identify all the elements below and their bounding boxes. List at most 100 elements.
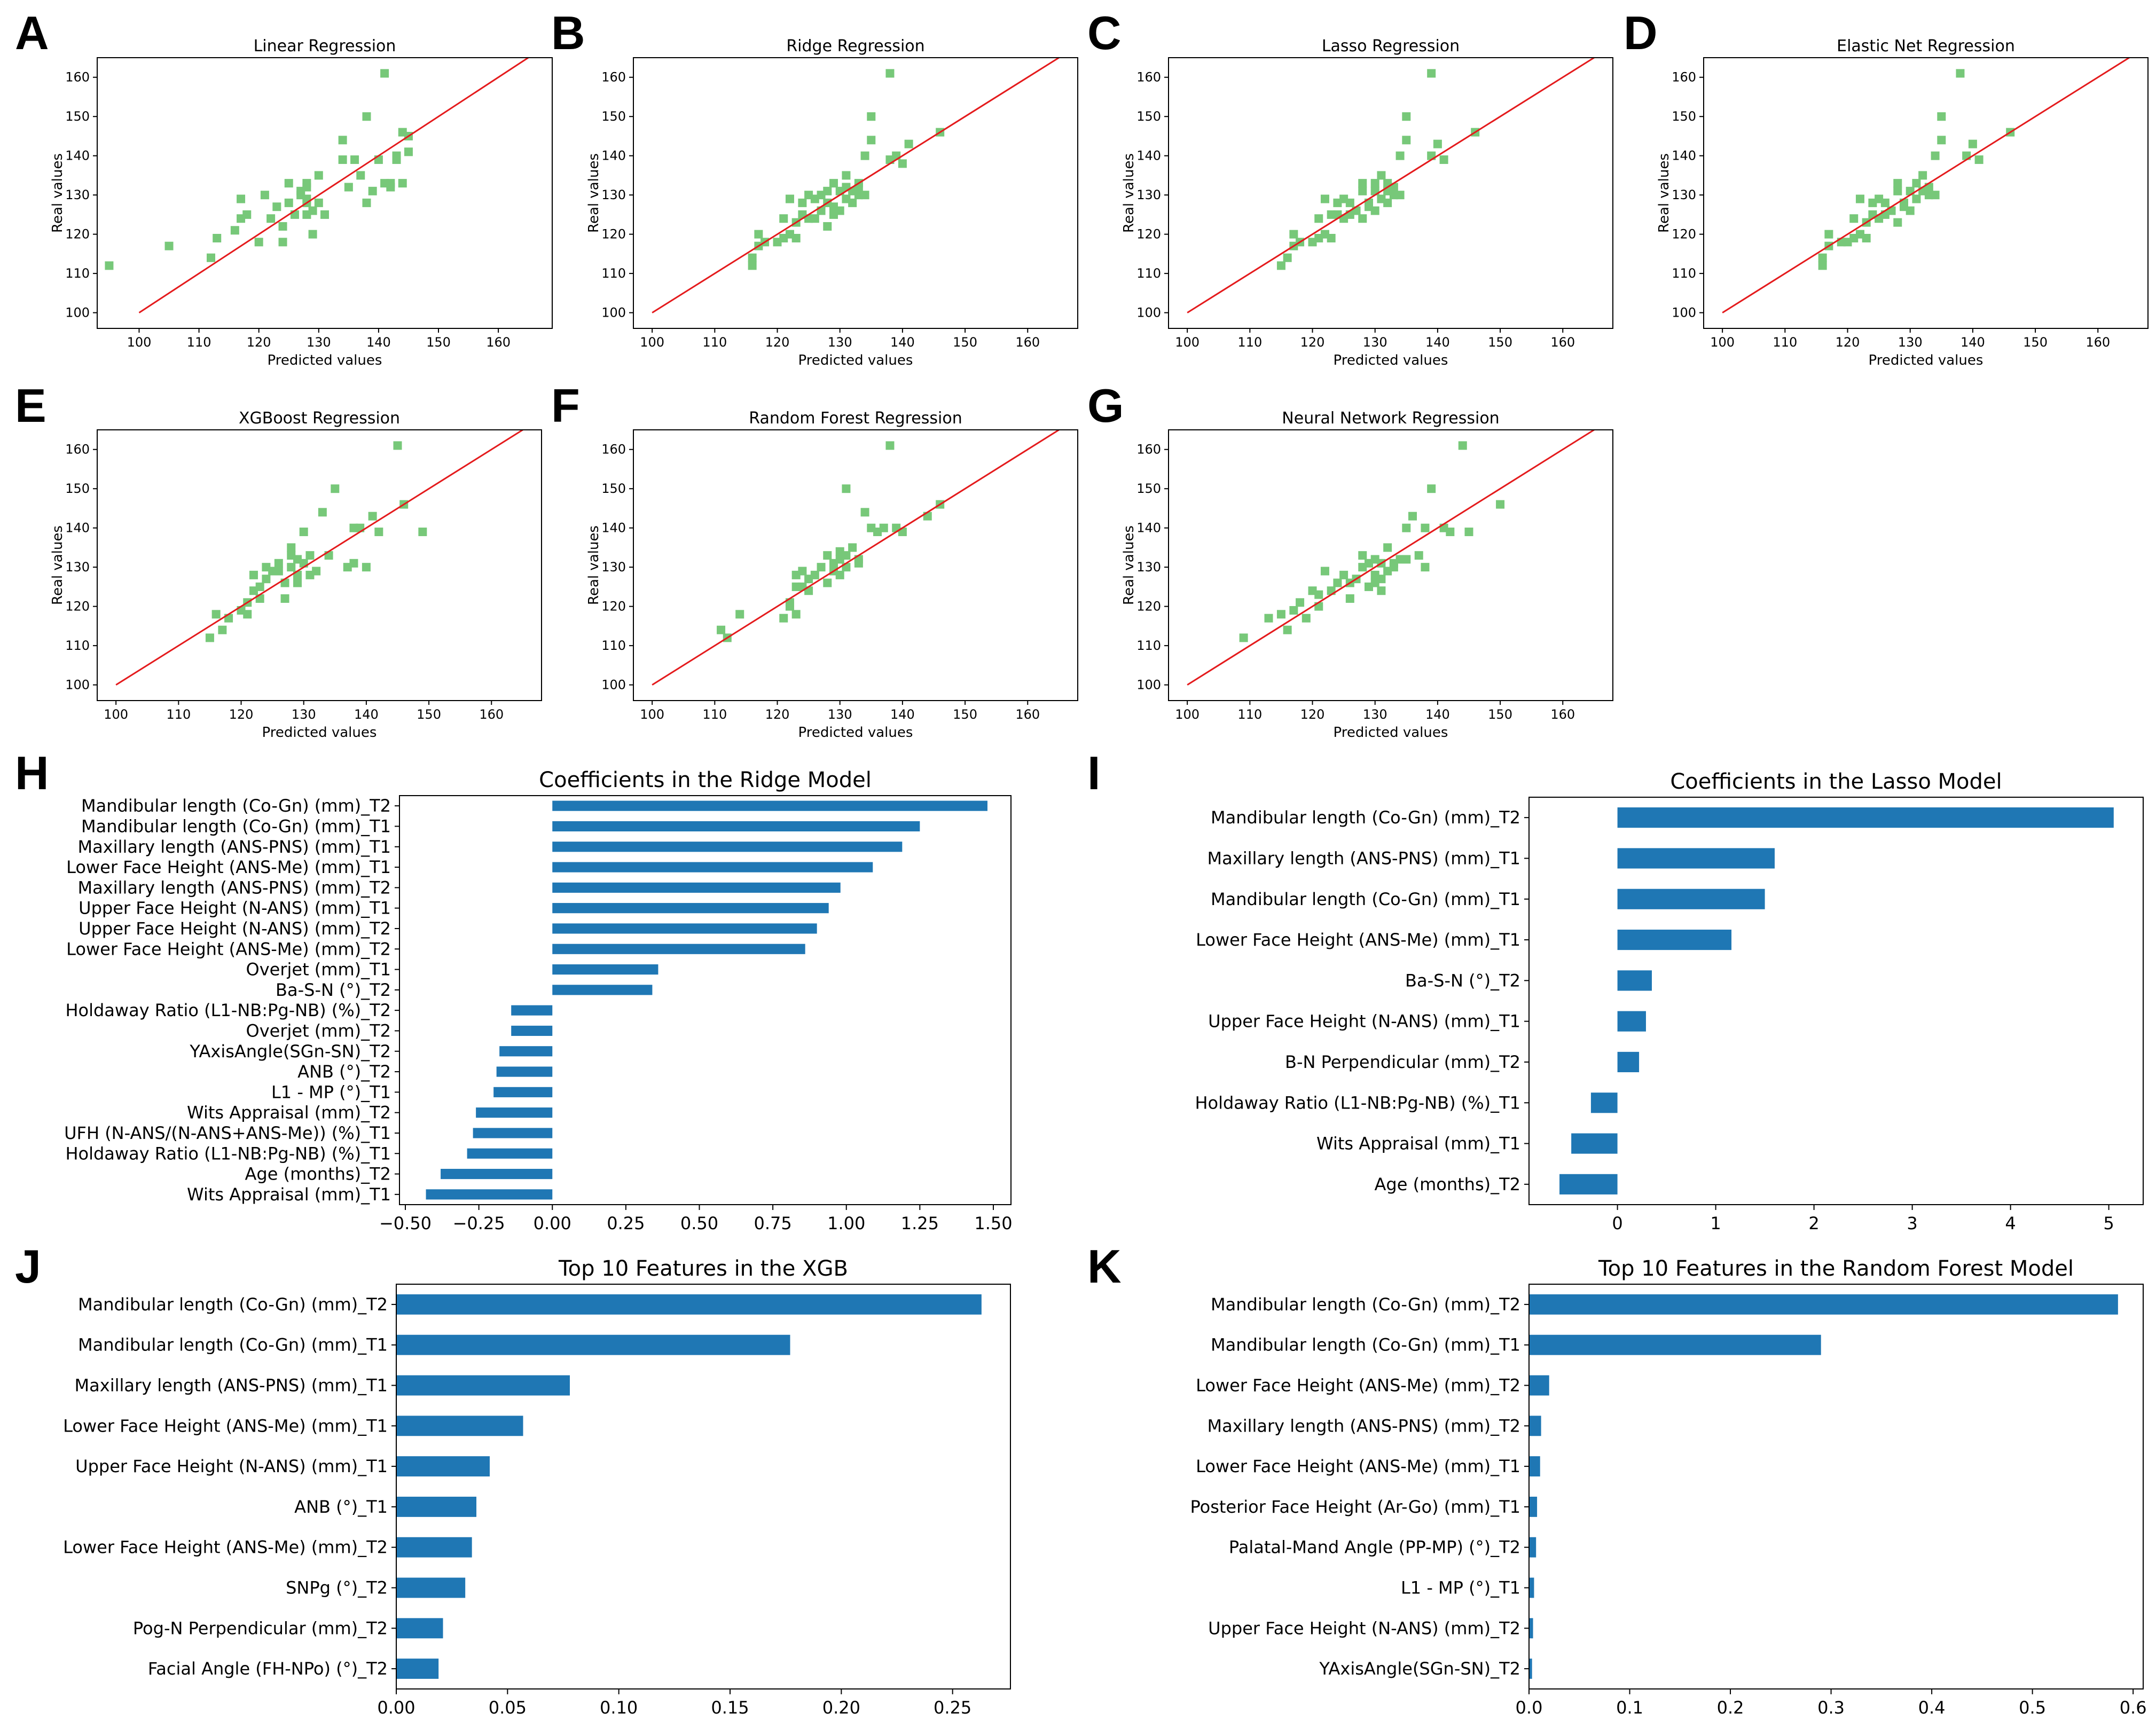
data-point [810, 570, 819, 579]
bar [552, 964, 658, 975]
data-point [287, 543, 296, 552]
data-point [1383, 198, 1392, 207]
panel-letter: E [15, 379, 46, 432]
category-label: Maxillary length (ANS-PNS) (mm)_T1 [75, 1376, 388, 1396]
category-label: Ba-S-N (°)_T2 [276, 980, 391, 1000]
data-point [211, 610, 221, 619]
data-point [1289, 606, 1298, 615]
data-point [885, 69, 895, 78]
data-point [1314, 590, 1323, 599]
x-tick-label: 0.2 [1717, 1697, 1744, 1718]
data-point [1893, 179, 1902, 188]
bar [552, 882, 841, 893]
y-tick-label: 150 [65, 481, 90, 496]
x-tick-label: 140 [890, 335, 915, 350]
category-label: Age (months)_T2 [245, 1164, 391, 1184]
data-point [1849, 214, 1859, 223]
plot-frame [1528, 797, 2144, 1205]
bar [552, 944, 805, 954]
x-tick-label: 1.25 [901, 1213, 939, 1233]
data-point [779, 614, 788, 623]
category-label: Mandibular length (Co-Gn) (mm)_T1 [78, 1335, 388, 1355]
category-label: Holdaway Ratio (L1-NB:Pg-NB) (%)_T1 [65, 1143, 391, 1164]
y-tick-label: 130 [1136, 560, 1161, 575]
data-point [860, 191, 869, 200]
data-point [1862, 234, 1871, 242]
data-point [1377, 575, 1386, 584]
data-point [779, 214, 788, 223]
data-point [338, 136, 347, 145]
data-point [1377, 586, 1386, 595]
data-point [1818, 261, 1827, 270]
y-tick-label: 140 [1136, 521, 1161, 536]
data-point [823, 578, 832, 587]
x-tick-label: 0.20 [822, 1697, 860, 1718]
reference-line [1187, 57, 1595, 313]
data-point [735, 610, 744, 619]
data-point [1314, 214, 1323, 223]
panel-j: J Top 10 Features in the XGB Mandibular le… [15, 1240, 1011, 1718]
x-tick-label: 150 [1488, 335, 1512, 350]
chart-title: Elastic Net Regression [1837, 37, 2015, 56]
data-point [1345, 594, 1354, 603]
x-tick-label: 2 [1808, 1213, 1819, 1233]
data-point [331, 484, 340, 493]
x-tick-label: 130 [1363, 335, 1387, 350]
y-axis-label: Real values [1656, 153, 1672, 233]
category-label: Ba-S-N (°)_T2 [1405, 970, 1520, 991]
data-point [374, 528, 383, 537]
x-tick-label: 110 [702, 335, 727, 350]
category-label: Mandibular length (Co-Gn) (mm)_T2 [78, 1294, 388, 1315]
x-tick-label: 130 [292, 707, 316, 722]
x-tick-label: 5 [2103, 1213, 2114, 1233]
data-point [418, 528, 427, 537]
data-point [1893, 218, 1902, 227]
bar [1617, 1051, 1640, 1073]
bar [396, 1416, 523, 1436]
y-tick-label: 130 [1672, 187, 1696, 202]
y-tick-label: 100 [1672, 305, 1696, 320]
x-axis-label: Predicted values [1334, 352, 1448, 368]
data-point [1427, 69, 1436, 78]
data-point [1912, 194, 1921, 203]
category-label: Mandibular length (Co-Gn) (mm)_T1 [1211, 889, 1520, 909]
data-point [344, 183, 353, 192]
data-point [392, 155, 401, 164]
category-label: Upper Face Height (N-ANS) (mm)_T2 [1208, 1618, 1520, 1638]
data-point [272, 202, 281, 211]
x-tick-label: 0.10 [600, 1697, 638, 1718]
data-point [1968, 139, 1977, 148]
data-point [1383, 543, 1392, 552]
x-tick-label: 1 [1710, 1213, 1721, 1233]
bar [552, 862, 873, 873]
category-label: Mandibular length (Co-Gn) (mm)_T2 [1211, 1294, 1520, 1315]
plot-frame [97, 429, 542, 701]
x-tick-label: 150 [2023, 335, 2048, 350]
data-point [320, 210, 329, 219]
category-label: Mandibular length (Co-Gn) (mm)_T1 [1211, 1335, 1520, 1355]
data-point [266, 214, 276, 223]
data-point [842, 171, 851, 180]
x-tick-label: 110 [1237, 707, 1262, 722]
y-axis-label: Real values [1121, 153, 1137, 233]
plot-frame [399, 795, 1012, 1205]
data-point [885, 441, 895, 450]
x-tick-label: −0.50 [379, 1213, 432, 1233]
panel-letter: G [1087, 379, 1124, 432]
data-point [1421, 523, 1430, 532]
y-tick-label: 100 [1136, 305, 1161, 320]
panel-d: D Elastic Net Regression 100 110 120 130 140 15… [1624, 6, 2149, 368]
data-point [312, 567, 321, 576]
data-point [867, 112, 876, 121]
plot-frame [1168, 57, 1613, 329]
data-point [1880, 198, 1890, 207]
bar [1529, 1496, 1538, 1517]
panel-k: K Top 10 Features in the Random Forest Mo… [1087, 1240, 2147, 1718]
data-point [798, 198, 807, 207]
data-point [393, 441, 402, 450]
bar [552, 923, 817, 934]
bar [511, 1005, 553, 1016]
y-tick-label: 100 [601, 305, 626, 320]
category-label: Maxillary length (ANS-PNS) (mm)_T2 [78, 877, 391, 898]
y-tick-label: 110 [65, 266, 90, 281]
